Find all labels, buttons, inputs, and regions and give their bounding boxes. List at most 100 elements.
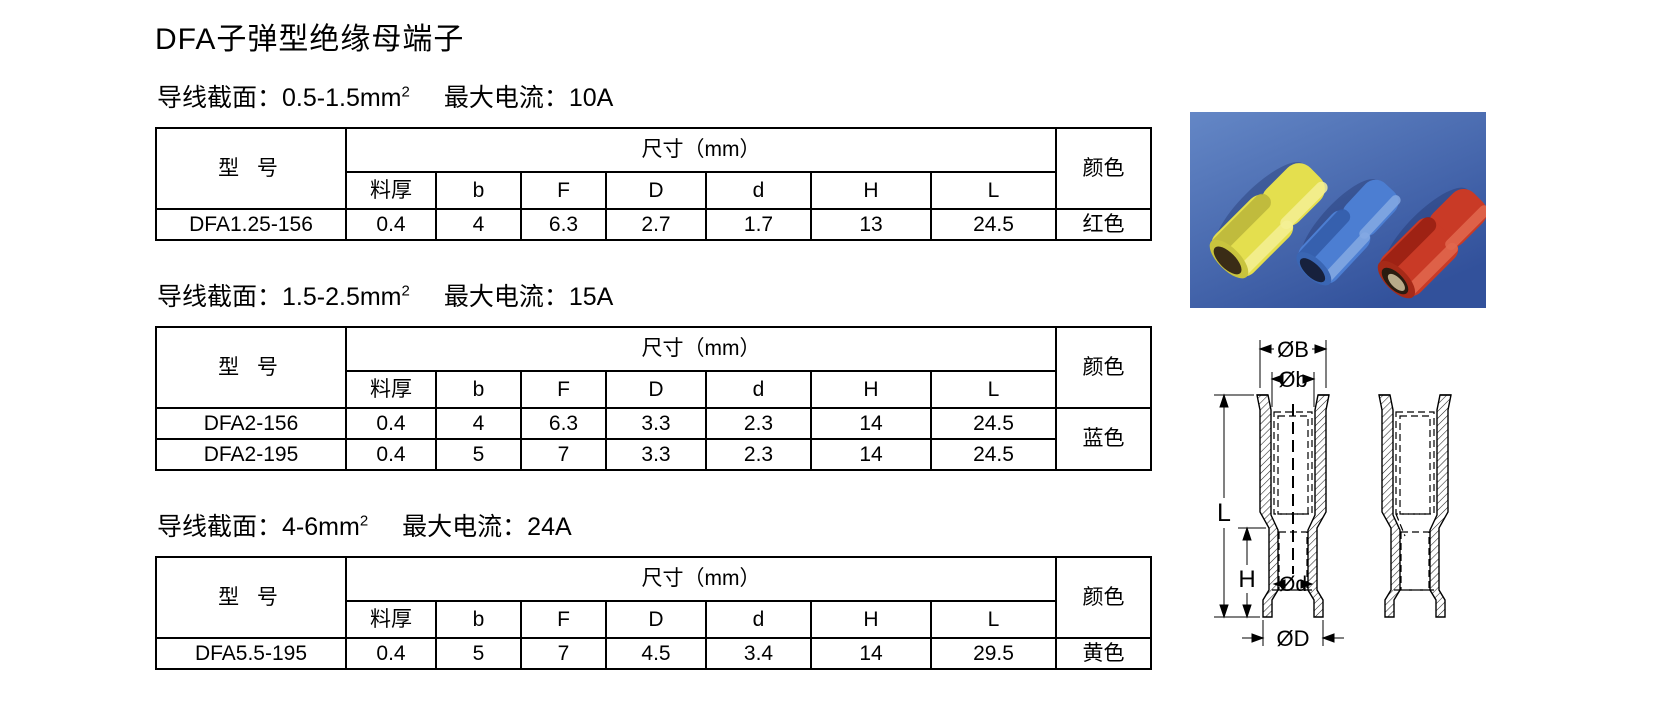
subheader-cell: L (929, 370, 1058, 409)
blue-terminal (1296, 179, 1401, 286)
wire-section-label: 导线截面： (157, 513, 283, 541)
product-photo-image (1190, 112, 1490, 308)
value-cell: 29.5 (929, 637, 1058, 670)
subheader-cell: F (520, 171, 607, 210)
value-cell: 3.3 (605, 438, 707, 471)
subheader-cell: H (810, 171, 932, 210)
model-column-header: 型 号 (155, 127, 347, 210)
size-column-header: 尺寸（mm） (344, 556, 1058, 602)
value-cell: 13 (810, 208, 932, 241)
spec-table-1: 型 号 尺寸（mm） 颜色 料厚 b F D d H L DFA1.25-156… (155, 127, 1153, 241)
wire-section-label: 导线截面： (157, 84, 283, 112)
value-cell: 14 (810, 407, 932, 440)
left-wall (1256, 394, 1279, 618)
subheader-cell: L (929, 171, 1058, 210)
subheader-cell: H (810, 370, 932, 409)
value-cell: 6.3 (520, 208, 607, 241)
table-subheader-row: 料厚 b F D d H L (156, 171, 1151, 210)
value-cell: 2.3 (705, 407, 812, 440)
table-header-row: 型 号 尺寸（mm） 颜色 (155, 127, 1153, 210)
yellow-terminal (1209, 162, 1328, 279)
wire-section-value: 4-6mm (282, 513, 360, 541)
technical-drawing: ØB Øb L H Ød (1150, 322, 1510, 672)
subheader-cell: 料厚 (345, 171, 437, 210)
product-photo (1190, 112, 1490, 313)
max-current-value: 24A (527, 513, 572, 541)
terminal-opening (1213, 246, 1242, 275)
value-cell: 7 (520, 438, 607, 471)
section-2: 导线截面：1.5-2.5mm2 最大电流：15A 型 号 尺寸（mm） 颜色 料厚… (155, 277, 1155, 471)
red-terminal (1377, 187, 1490, 299)
value-cell: 24.5 (929, 208, 1058, 241)
technical-drawing-svg: ØB Øb L H Ød (1214, 337, 1452, 651)
table-row: DFA2-156 0.4 4 6.3 3.3 2.3 14 24.5 蓝色 (155, 407, 1153, 471)
value-cell: 3.3 (605, 407, 707, 440)
subheader-cell: F (520, 600, 607, 639)
value-cell: 6.3 (520, 407, 607, 440)
section-2-subtitle: 导线截面：1.5-2.5mm2 最大电流：15A (157, 277, 1155, 313)
value-cell: 4.5 (605, 637, 707, 670)
section-1-subtitle: 导线截面：0.5-1.5mm2 最大电流：10A (157, 78, 1155, 114)
table-header-row: 型 号 尺寸（mm） 颜色 (155, 556, 1153, 639)
color-column-header: 颜色 (1055, 326, 1153, 409)
table-subheader-row: 料厚 b F D d H L (156, 600, 1151, 639)
value-cell: 4 (435, 208, 522, 241)
right-wall (1307, 394, 1330, 618)
color-cell: 黄色 (1055, 637, 1153, 670)
color-column-header: 颜色 (1055, 556, 1153, 639)
dim-label-OD: ØD (1277, 626, 1310, 651)
value-cell: 7 (520, 637, 607, 670)
model-column-header: 型 号 (155, 326, 347, 409)
wire-section-label: 导线截面： (157, 283, 283, 311)
subheader-cell: L (929, 600, 1058, 639)
section-3: 导线截面：4-6mm2 最大电流：24A 型 号 尺寸（mm） 颜色 料厚 b F… (155, 507, 1155, 670)
value-cell: 0.4 (345, 637, 437, 670)
size-column-header: 尺寸（mm） (344, 127, 1058, 173)
dimensions: ØB Øb L H Ød (1214, 337, 1344, 651)
value-cell: 0.4 (345, 407, 437, 440)
max-current-value: 10A (568, 84, 614, 112)
table-subheader-row: 料厚 b F D d H L (156, 370, 1151, 409)
wire-section-value: 0.5-1.5mm (282, 84, 402, 112)
table-row: DFA2-195 0.4 5 7 3.3 2.3 14 24.5 (155, 438, 1151, 471)
subheader-cell: d (705, 171, 812, 210)
subheader-cell: b (435, 370, 522, 409)
section-1: 导线截面：0.5-1.5mm2 最大电流：10A 型 号 尺寸（mm） 颜色 料厚… (155, 78, 1155, 241)
value-cell: 2.7 (605, 208, 707, 241)
value-cell: 24.5 (929, 438, 1058, 471)
max-current-label: 最大电流： (443, 84, 569, 112)
model-cell: DFA2-156 (155, 407, 347, 440)
value-cell: 0.4 (345, 438, 437, 471)
dim-label-L: L (1217, 499, 1231, 527)
value-cell: 0.4 (345, 208, 437, 241)
spec-table-3: 型 号 尺寸（mm） 颜色 料厚 b F D d H L DFA5.5-195 0… (155, 556, 1153, 670)
table-header-row: 型 号 尺寸（mm） 颜色 (155, 326, 1153, 409)
subheader-cell: d (705, 600, 812, 639)
subheader-cell: b (435, 600, 522, 639)
size-column-header: 尺寸（mm） (344, 326, 1058, 372)
max-current-label: 最大电流： (443, 283, 569, 311)
value-cell: 5 (435, 637, 522, 670)
value-cell: 1.7 (705, 208, 812, 241)
datasheet-content: DFA子弹型绝缘母端子 导线截面：0.5-1.5mm2 最大电流：10A 型 号 … (155, 14, 1155, 706)
color-cell: 红色 (1055, 208, 1153, 241)
value-cell: 5 (435, 438, 522, 471)
color-cell: 蓝色 (1055, 407, 1153, 471)
dim-label-Ob: Øb (1278, 367, 1307, 392)
subheader-cell: D (605, 600, 707, 639)
subheader-cell: b (435, 171, 522, 210)
subheader-cell: 料厚 (345, 600, 437, 639)
terminal-metal-sleeve (1387, 273, 1405, 291)
wire-section-sup: 2 (401, 83, 410, 101)
model-cell: DFA1.25-156 (155, 208, 347, 241)
terminal-section-view-dimensioned (1256, 394, 1330, 618)
color-column-header: 颜色 (1055, 127, 1153, 210)
spec-table-2: 型 号 尺寸（mm） 颜色 料厚 b F D d H L DFA2-156 0.4… (155, 326, 1153, 471)
value-cell: 4 (435, 407, 522, 440)
dim-label-Od: Ød (1279, 573, 1307, 596)
value-cell: 24.5 (929, 407, 1058, 440)
subheader-cell: 料厚 (345, 370, 437, 409)
value-cell: 2.3 (705, 438, 812, 471)
value-cell: 14 (810, 438, 932, 471)
model-column-header: 型 号 (155, 556, 347, 639)
